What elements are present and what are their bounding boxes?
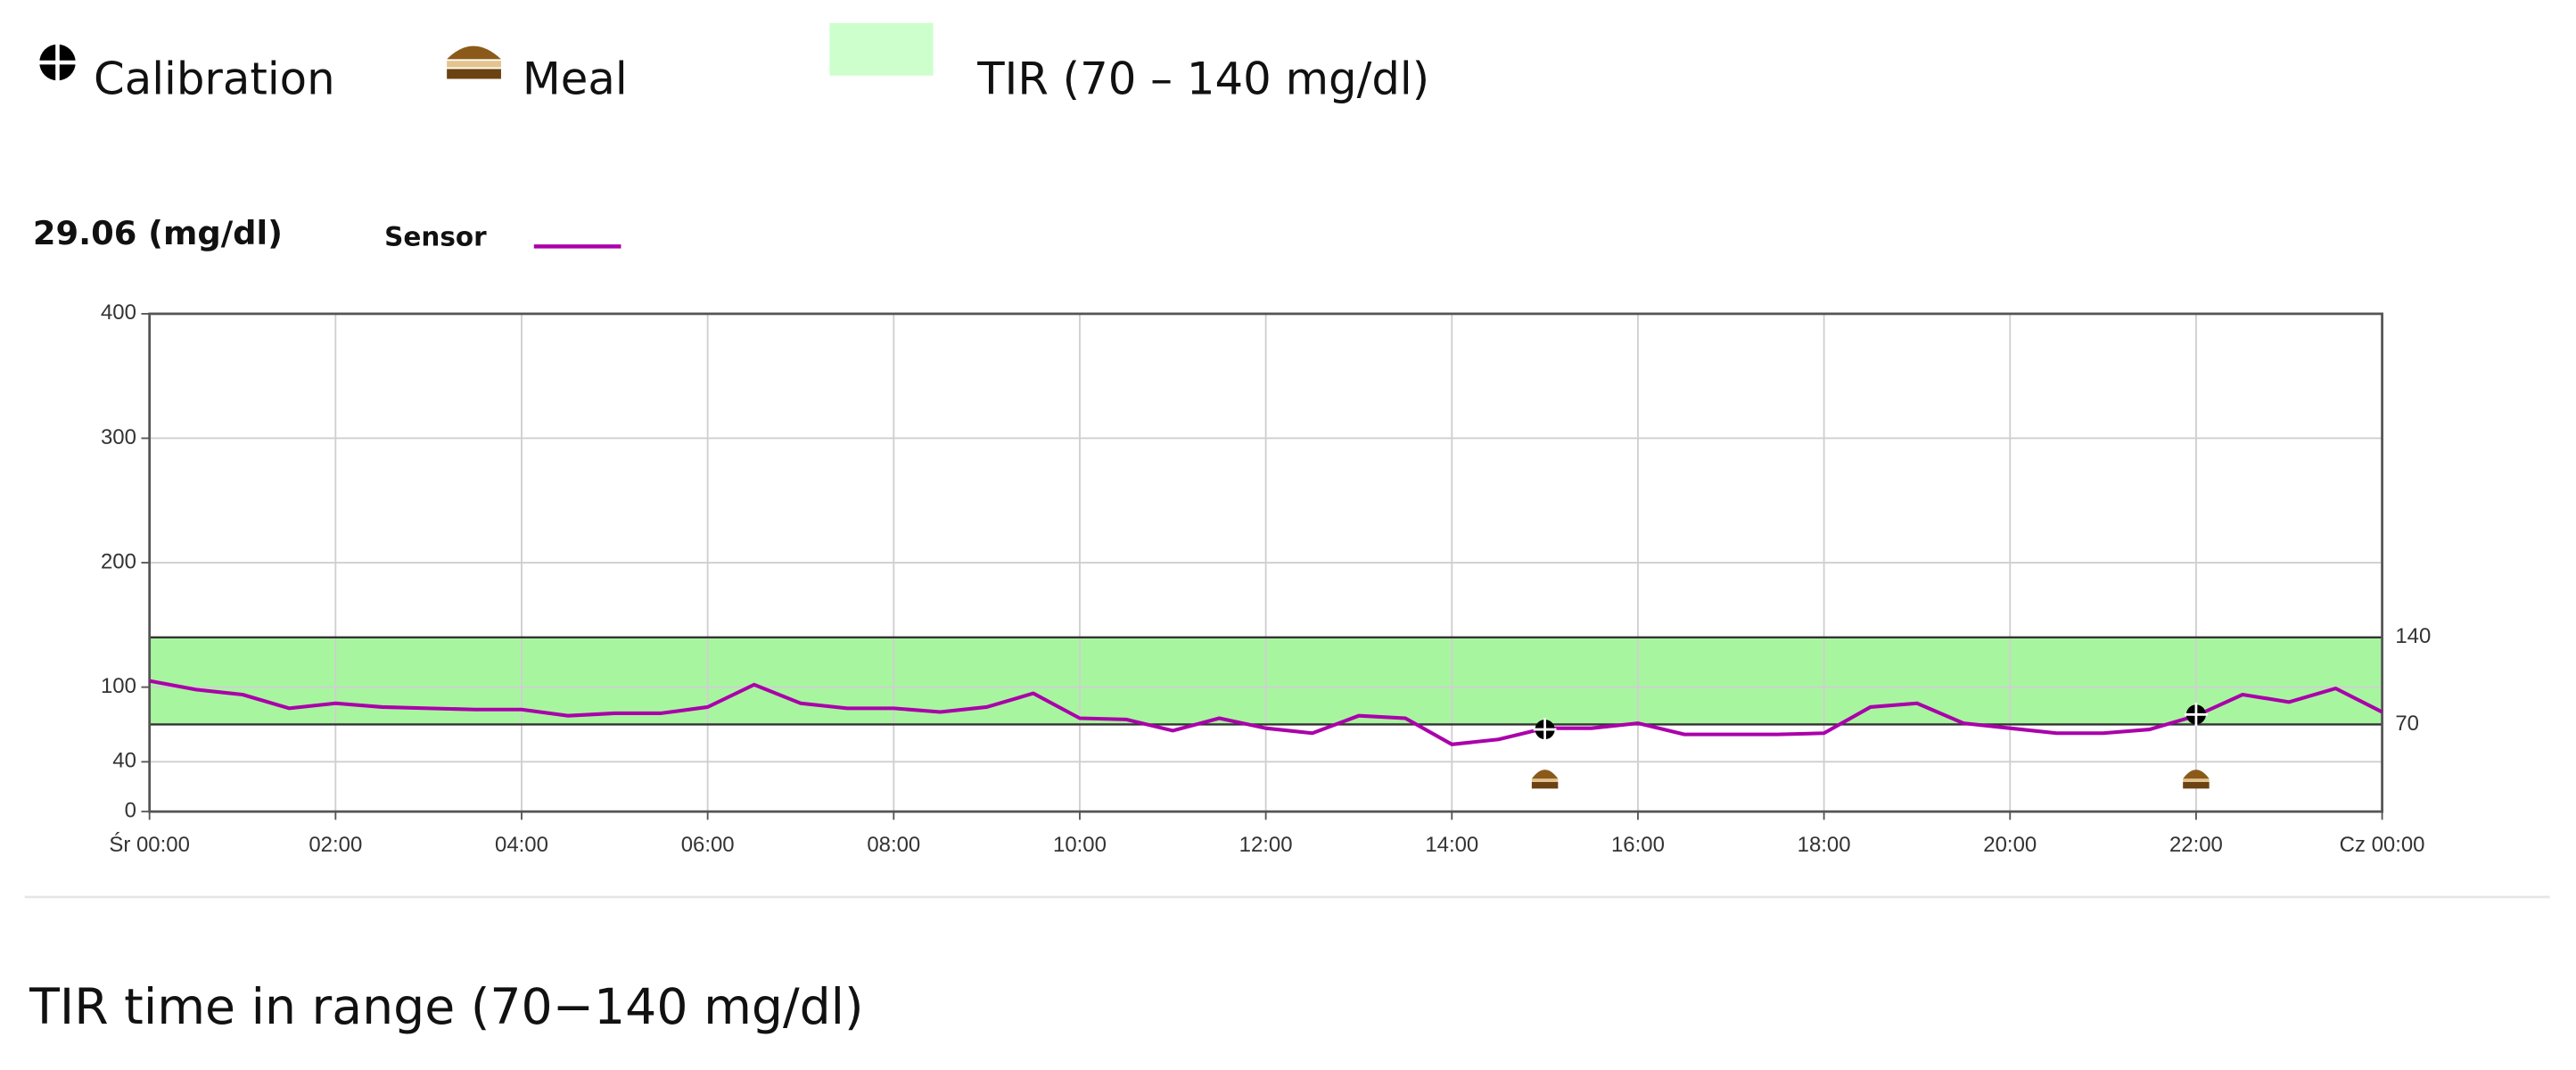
x-tick-label: 12:00	[1239, 833, 1293, 857]
legend-tir-swatch	[829, 22, 934, 76]
current-reading: 29.06 (mg/dl)	[33, 214, 283, 252]
meal-marker-mid	[2183, 778, 2210, 783]
y-tick-label: 0	[125, 799, 136, 823]
plot-frame	[148, 312, 2383, 813]
meal-marker-mid	[1531, 778, 1559, 783]
x-tick-label: 06:00	[681, 833, 735, 857]
x-tick-label: 04:00	[495, 833, 548, 857]
y-tick-label: 400	[101, 300, 136, 325]
meal-marker-base	[1531, 782, 1559, 789]
y-tick-label: 300	[101, 425, 136, 449]
x-tick-label: 16:00	[1611, 833, 1665, 857]
x-tick-label: Cz 00:00	[2340, 833, 2425, 857]
legend-meal: Meal	[523, 54, 628, 105]
legend-tir: TIR (70 – 140 mg/dl)	[976, 54, 1429, 105]
plot: Śr 00:00 02:00 04:00 06:00 08:00 10:00 12:00 14…	[101, 300, 2431, 857]
x-tick-label: 10:00	[1053, 833, 1107, 857]
x-tick-label: 14:00	[1425, 833, 1478, 857]
x-tick-label: 22:00	[2169, 833, 2223, 857]
meal-marker-base	[2183, 782, 2210, 789]
x-tick-label: Śr 00:00	[109, 832, 189, 857]
meal-marker	[1531, 770, 1559, 789]
footer-heading: TIR time in range (70−140 mg/dl)	[29, 979, 863, 1036]
legend-calibration: Calibration	[94, 54, 335, 105]
y-tick-label: 40	[112, 749, 136, 773]
y-tick-label: 100	[101, 674, 136, 698]
series-legend-label: Sensor	[384, 222, 487, 252]
x-tick-label: 08:00	[867, 833, 920, 857]
calibration-marker	[2185, 703, 2208, 727]
calibration-icon	[37, 42, 78, 83]
x-tick-label: 20:00	[1983, 833, 2037, 857]
meal-marker-top	[1531, 770, 1559, 779]
meal-marker	[2183, 770, 2210, 789]
sensor-line	[149, 679, 2383, 746]
target-label: 140	[2395, 624, 2431, 648]
meal-icon	[447, 45, 501, 79]
calibration-marker	[1533, 718, 1557, 741]
y-tick-label: 200	[101, 549, 136, 573]
x-tick-label: 18:00	[1798, 833, 1851, 857]
meal-marker-top	[2183, 770, 2210, 779]
x-tick-label: 02:00	[309, 833, 362, 857]
target-label: 70	[2395, 712, 2419, 736]
